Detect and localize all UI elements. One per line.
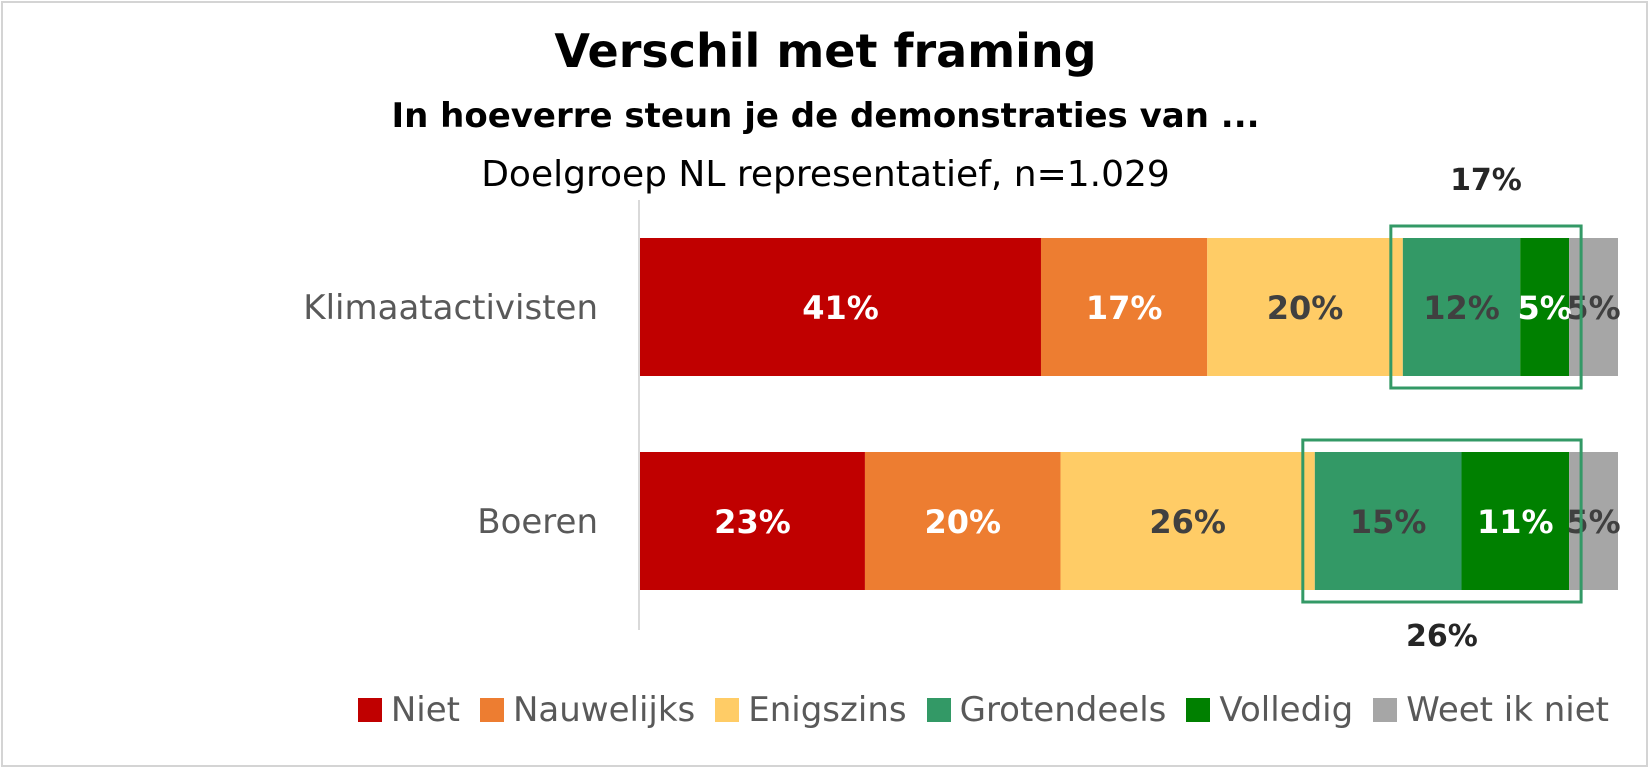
bar-segment — [1314, 452, 1462, 590]
chart-subtitle: In hoeverre steun je de demonstraties va… — [391, 96, 1260, 136]
data-label: 26% — [1149, 503, 1226, 541]
bar-segment — [1569, 452, 1618, 590]
data-label: 5% — [1566, 289, 1620, 327]
data-label: 5% — [1566, 503, 1620, 541]
category-label: Klimaatactivisten — [303, 288, 598, 328]
chart-title: Verschil met framing — [554, 24, 1097, 78]
bar-segment — [1461, 452, 1570, 590]
legend-label: Grotendeels — [959, 690, 1167, 730]
legend-label: Enigszins — [748, 690, 907, 730]
legend-swatch — [357, 698, 382, 722]
bar-segment — [1569, 238, 1618, 376]
legend-swatch — [479, 698, 504, 722]
bar-segment — [864, 452, 1061, 590]
legend-item: Enigszins — [715, 690, 907, 730]
bar-segment — [640, 452, 865, 590]
data-label: 12% — [1423, 289, 1500, 327]
bar-segment — [1060, 452, 1315, 590]
legend-item: Niet — [357, 690, 460, 730]
legend-label: Weet ik niet — [1406, 690, 1609, 730]
legend-swatch — [926, 698, 951, 722]
legend-item: Nauwelijks — [479, 690, 696, 730]
highlight-box — [1301, 438, 1583, 604]
data-label: 15% — [1350, 503, 1427, 541]
data-label: 20% — [1267, 289, 1344, 327]
legend-swatch — [1186, 698, 1211, 722]
highlight-box — [1389, 224, 1583, 390]
data-label: 23% — [714, 503, 791, 541]
bar-segment — [1040, 238, 1208, 376]
category-label: Boeren — [477, 502, 598, 542]
chart-note: Doelgroep NL representatief, n=1.029 — [481, 154, 1170, 195]
data-label: 11% — [1477, 503, 1554, 541]
legend-label: Volledig — [1219, 690, 1354, 730]
bar-segment — [1207, 238, 1403, 376]
legend: Niet Nauwelijks Enigszins Grotendeels Volled… — [338, 690, 1609, 730]
data-label: 17% — [1086, 289, 1163, 327]
data-label: 20% — [924, 503, 1001, 541]
data-label: 5% — [1517, 289, 1571, 327]
legend-swatch — [715, 698, 740, 722]
stacked-bar-chart: Klimaatactivisten 41% 17% 20% 12% 5%5%17%Boer… — [303, 163, 1620, 654]
highlight-total-label: 17% — [1450, 163, 1522, 198]
data-label: 41% — [802, 289, 879, 327]
bar-segment — [640, 238, 1041, 376]
legend-label: Niet — [390, 690, 460, 730]
bar-segment — [1402, 238, 1521, 376]
legend-label: Nauwelijks — [512, 690, 696, 730]
legend-item: Grotendeels — [926, 690, 1167, 730]
legend-item: Weet ik niet — [1373, 690, 1609, 730]
highlight-total-label: 26% — [1406, 619, 1478, 654]
legend-item: Volledig — [1186, 690, 1353, 730]
bar-segment — [1520, 238, 1570, 376]
legend-swatch — [1373, 698, 1398, 722]
